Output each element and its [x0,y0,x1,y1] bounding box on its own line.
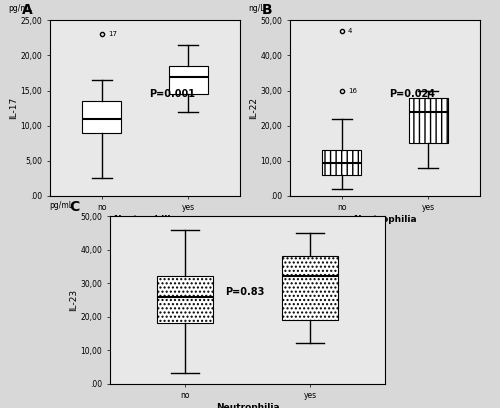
Text: 4: 4 [348,28,352,34]
PathPatch shape [169,66,207,94]
Text: pg/mL: pg/mL [8,4,32,13]
Text: 17: 17 [108,31,117,38]
Text: ng/L: ng/L [248,4,265,13]
Text: P=0.001: P=0.001 [149,89,195,99]
PathPatch shape [409,98,448,143]
X-axis label: Neutrophilia: Neutrophilia [216,403,280,408]
X-axis label: Neutrophilia: Neutrophilia [113,215,177,224]
X-axis label: Neutrophilia: Neutrophilia [353,215,417,224]
Y-axis label: IL-22: IL-22 [248,97,258,119]
Y-axis label: IL-23: IL-23 [68,289,78,311]
PathPatch shape [82,101,121,133]
PathPatch shape [282,256,338,320]
PathPatch shape [322,150,361,175]
Text: pg/mL: pg/mL [50,201,74,210]
Text: P=0.83: P=0.83 [226,286,265,297]
Text: P=0.024: P=0.024 [389,89,435,99]
Text: B: B [262,3,272,17]
Text: A: A [22,3,32,17]
PathPatch shape [157,277,213,323]
Text: C: C [69,200,79,213]
Text: 16: 16 [348,88,357,93]
Y-axis label: IL-17: IL-17 [9,97,18,119]
